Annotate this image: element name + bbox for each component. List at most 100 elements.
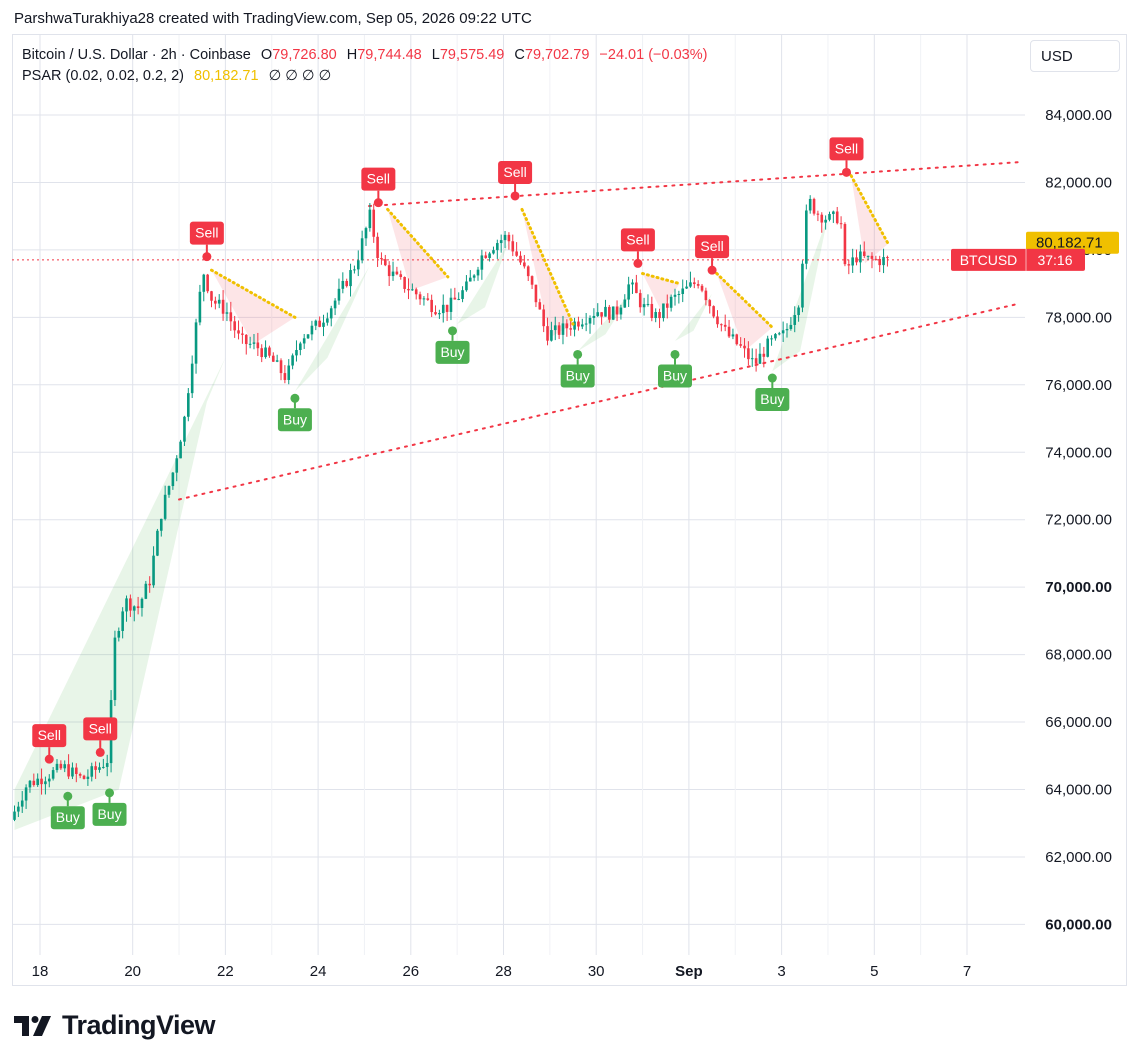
candle-body (770, 338, 773, 340)
candle-body (808, 198, 812, 211)
candle-body (376, 236, 379, 259)
candle-body (364, 228, 368, 239)
candle-body (136, 606, 140, 609)
chart-caption: ParshwaTurakhiya28 created with TradingV… (14, 10, 532, 27)
candle-body (117, 630, 121, 638)
buy-zone (675, 293, 713, 341)
candle-body (496, 243, 499, 251)
price-tick-label: 62,000.00 (1045, 849, 1112, 866)
candle-body (244, 334, 248, 345)
candle-body (78, 773, 82, 776)
candle-body (368, 209, 372, 229)
candle-body (306, 334, 310, 339)
candle-body (886, 257, 889, 259)
candle-body (766, 338, 769, 357)
candle-body (28, 780, 32, 788)
candle-body (476, 269, 480, 276)
signal-labels: Sell Buy Buy Sell Sell Buy Sell Buy Sell Buy Sell B… (32, 137, 864, 830)
signal-label: Sell (700, 238, 723, 254)
price-tick-label: 76,000.00 (1045, 377, 1112, 394)
close-label: C (514, 47, 525, 63)
psar-price-tag: 80,182.71 (1026, 231, 1119, 254)
signal-label: Sell (195, 225, 218, 241)
candle-body (480, 255, 484, 270)
candle-body (13, 811, 16, 820)
candle-body (86, 776, 90, 779)
candle-body (449, 297, 453, 312)
candle-body (403, 277, 406, 289)
candle-body (430, 299, 433, 313)
time-axis: 18 20 22 24 26 28 30 Sep 3 5 7 (32, 963, 972, 980)
currency-selector[interactable]: USD (1030, 40, 1120, 72)
symbol-label[interactable]: Bitcoin / U.S. Dollar · 2h · Coinbase (22, 47, 251, 63)
candle-body (631, 282, 634, 285)
signal-label: Buy (663, 367, 687, 383)
candle-body (422, 298, 426, 300)
sell-signal: Sell (32, 724, 67, 764)
candle-body (32, 780, 36, 786)
candle-body (835, 211, 839, 224)
candle-body (777, 333, 781, 335)
psar-tag-box (1026, 231, 1119, 254)
candle-body (553, 325, 557, 331)
candle-body (434, 312, 437, 315)
candle-body (337, 288, 341, 301)
candle-body (453, 297, 457, 300)
candle-body (271, 355, 275, 362)
candle-body (356, 260, 360, 270)
candle-body (329, 308, 333, 319)
sell-zone (211, 270, 295, 345)
candle-body (484, 255, 488, 258)
price-tick-label: 78,000.00 (1045, 309, 1112, 326)
candle-body (132, 606, 136, 611)
candle-body (445, 304, 449, 312)
candle-body (608, 306, 611, 320)
candle-body (627, 284, 630, 300)
candle-body (217, 299, 221, 304)
candle-body (743, 345, 746, 349)
candles (13, 195, 889, 822)
candle-body (812, 198, 816, 214)
price-tick-label: 68,000.00 (1045, 647, 1112, 664)
candle-body (882, 257, 885, 266)
candle-body (665, 303, 669, 308)
signal-label: Buy (56, 809, 80, 825)
candle-body (387, 265, 391, 277)
signal-box (32, 724, 67, 748)
candle-body (20, 800, 24, 807)
sell-signal: Sell (829, 137, 864, 177)
sell-signal: Sell (620, 228, 655, 268)
candle-body (457, 298, 460, 300)
signal-box (361, 167, 396, 191)
sell-signal: Sell (498, 160, 533, 201)
candle-body (438, 313, 441, 315)
candle-body (129, 598, 132, 611)
candle-body (720, 324, 723, 326)
buy-zone (457, 243, 509, 325)
candle-body (658, 312, 661, 319)
current-price-symbol: BTCUSD (960, 252, 1018, 268)
grid (12, 35, 1025, 955)
sell-signal: Sell (189, 221, 224, 262)
psar-label[interactable]: PSAR (0.02, 0.02, 0.2, 2) (22, 68, 185, 84)
candle-body (673, 294, 677, 297)
buy-signal: Buy (560, 349, 595, 388)
candle-body (159, 518, 163, 531)
candle-body (121, 611, 124, 631)
price-tick-label: 70,000.00 (1045, 579, 1112, 596)
candle-body (619, 307, 623, 315)
price-tick-label: 82,000.00 (1045, 174, 1112, 191)
candle-body (314, 320, 318, 326)
current-price-tag-box (951, 248, 1085, 271)
candle-body (299, 343, 302, 351)
time-tick-label: 5 (870, 963, 878, 980)
signal-zones (14, 175, 889, 830)
candle-body (140, 598, 144, 609)
candle-body (573, 321, 576, 330)
candle-body (588, 317, 592, 324)
buy-signal: Buy (435, 326, 470, 364)
candle-body (693, 282, 696, 285)
candle-body (175, 458, 179, 473)
candle-body (441, 304, 445, 314)
